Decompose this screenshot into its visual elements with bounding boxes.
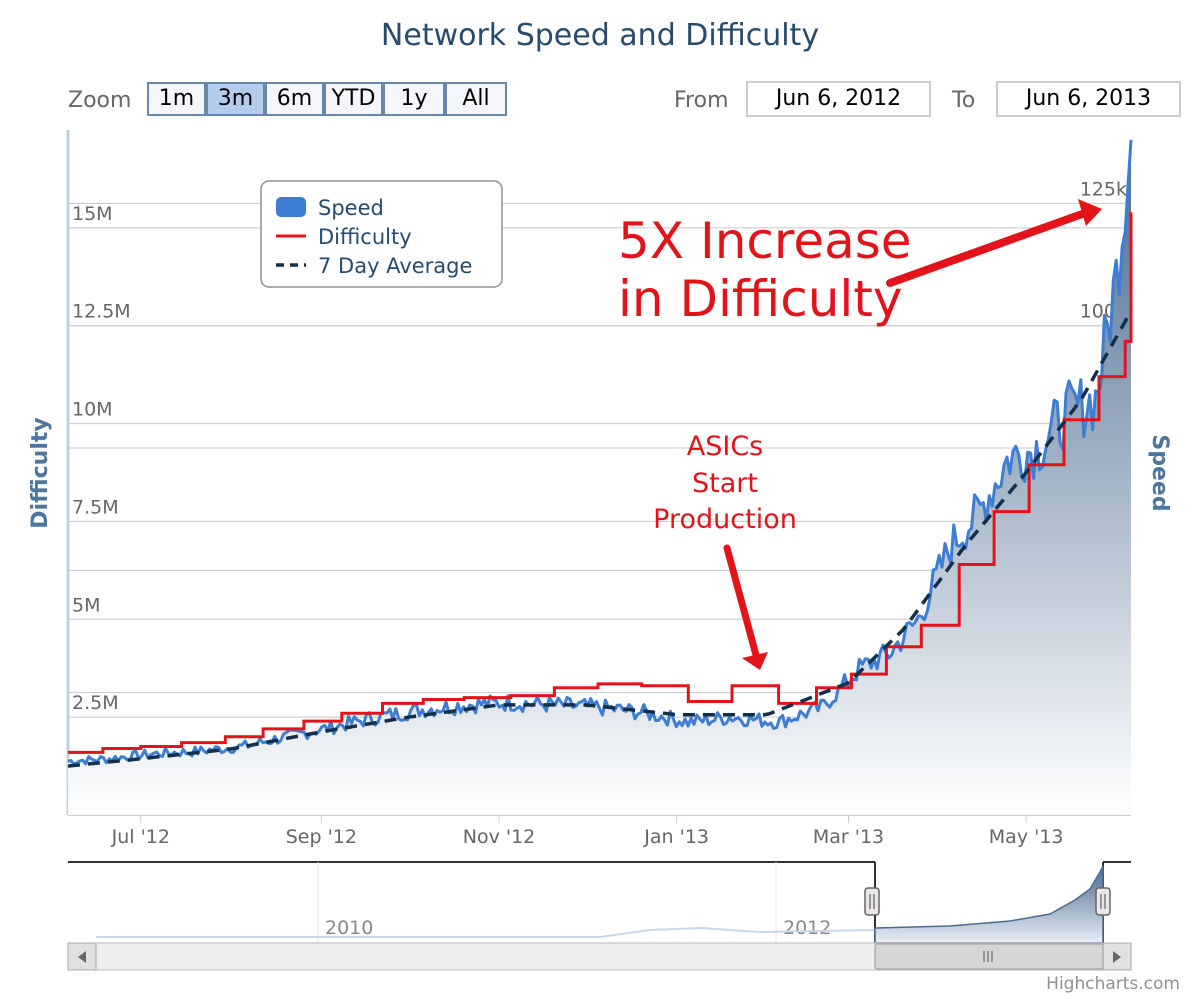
increase-arrow-head: [1078, 199, 1102, 226]
scrollbar-thumb[interactable]: [874, 943, 1104, 970]
right-tick-label: 125k: [1080, 178, 1127, 200]
zoom-ytd-button[interactable]: YTD: [324, 82, 383, 116]
asics-arrow-line: [723, 544, 760, 659]
navigator-label-2012: 2012: [783, 917, 831, 939]
speed-area: [68, 139, 1131, 816]
zoom-label: Zoom: [68, 88, 132, 113]
zoom-3m-button[interactable]: 3m: [206, 82, 265, 116]
zoom-6m-button[interactable]: 6m: [265, 82, 324, 116]
x-tick-label: Nov '12: [463, 826, 536, 848]
difficulty-series-line: [68, 212, 1133, 754]
increase-annotation-text: in Difficulty: [618, 270, 902, 328]
legend-average-label: 7 Day Average: [318, 254, 472, 278]
credit-link[interactable]: Highcharts.com: [1046, 974, 1180, 994]
from-label: From: [674, 88, 729, 113]
x-tick-label: Sep '12: [286, 826, 357, 848]
asics-annotation-text: ASICs: [687, 431, 764, 462]
left-tick-label: 7.5M: [72, 496, 119, 518]
asics-arrow-head: [742, 652, 768, 670]
x-tick-label: Mar '13: [813, 826, 884, 848]
to-label: To: [952, 88, 976, 113]
x-tick-label: May '13: [989, 826, 1064, 848]
scroll-right-icon: [1113, 951, 1121, 963]
zoom-1m-button[interactable]: 1m: [147, 82, 206, 116]
navigator-history-line: [96, 926, 876, 938]
x-tick-label: Jul '12: [111, 826, 170, 848]
scroll-left-icon: [78, 951, 86, 963]
left-tick-label: 2.5M: [72, 692, 119, 714]
legend-difficulty-label: Difficulty: [318, 225, 412, 249]
legend-speed-label: Speed: [318, 196, 384, 220]
x-tick-label: Jan '13: [643, 826, 709, 848]
right-axis-title: Speed: [1147, 434, 1172, 511]
left-tick-label: 15M: [72, 203, 113, 225]
navigator-right-handle[interactable]: [1095, 887, 1111, 916]
chart-title: Network Speed and Difficulty: [380, 18, 820, 53]
zoom-1y-button[interactable]: 1y: [383, 82, 445, 116]
legend-box: [260, 180, 503, 288]
navigator-label-2010: 2010: [325, 917, 373, 939]
left-axis-title: Difficulty: [28, 417, 53, 528]
left-tick-label: 12.5M: [72, 301, 131, 323]
left-tick-label: 10M: [72, 399, 113, 421]
navigator-selected-area: [874, 865, 1104, 944]
left-tick-label: 5M: [72, 594, 100, 616]
legend: Speed Difficulty 7 Day Average: [260, 180, 503, 288]
speed-series-line: [67, 139, 1133, 766]
asics-annotation-text: Start: [692, 468, 758, 499]
to-date-input[interactable]: Jun 6, 2013: [996, 81, 1181, 117]
navigator-left-handle[interactable]: [864, 887, 880, 916]
increase-annotation-text: 5X Increase: [618, 212, 912, 270]
legend-speed-swatch[interactable]: [276, 197, 306, 217]
from-date-input[interactable]: Jun 6, 2012: [746, 81, 931, 117]
asics-annotation-text: Production: [653, 504, 797, 535]
zoom-all-button[interactable]: All: [445, 82, 507, 116]
increase-arrow-line: [886, 209, 1089, 287]
